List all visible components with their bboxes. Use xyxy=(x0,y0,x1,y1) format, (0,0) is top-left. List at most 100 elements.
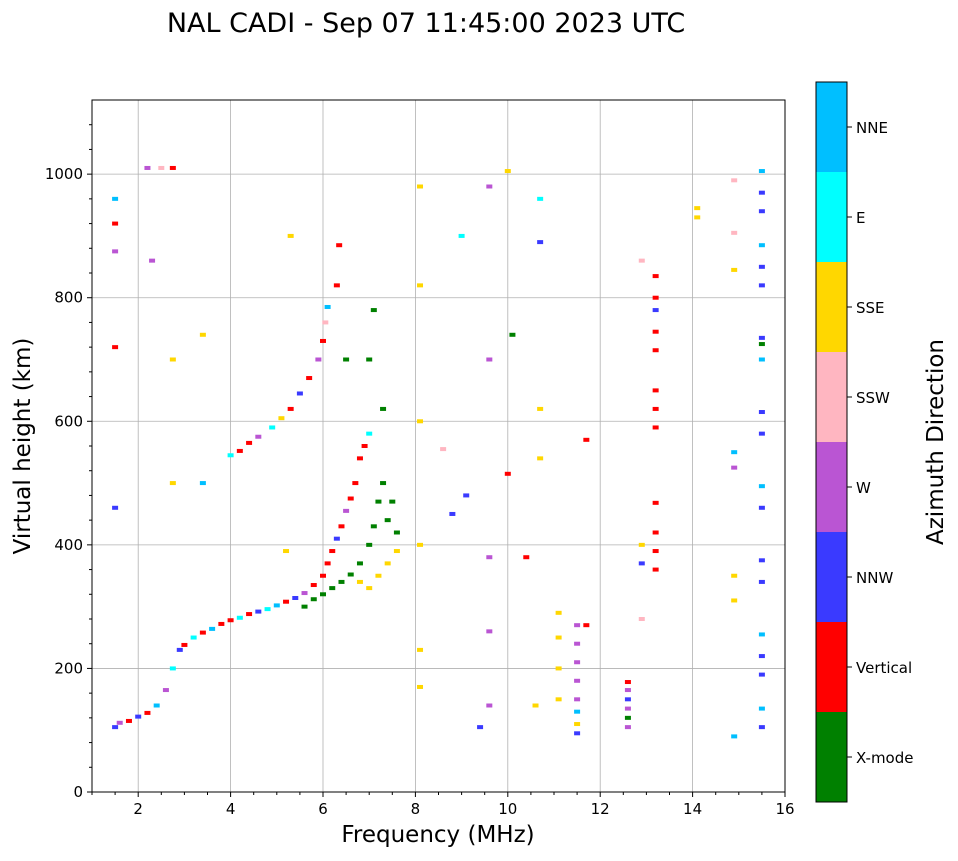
echo-point xyxy=(112,505,119,510)
echo-point xyxy=(758,505,765,510)
echo-point xyxy=(758,169,765,174)
x-tick-label: 8 xyxy=(411,800,421,818)
echo-point xyxy=(218,621,225,626)
echo-point xyxy=(758,410,765,415)
echo-point xyxy=(758,283,765,288)
echo-point xyxy=(758,579,765,584)
x-tick-label: 14 xyxy=(683,800,702,818)
echo-point xyxy=(758,484,765,489)
echo-point xyxy=(417,283,424,288)
echo-point xyxy=(574,697,581,702)
echo-point xyxy=(384,518,391,523)
echo-point xyxy=(320,573,326,578)
echo-point xyxy=(153,703,160,708)
echo-point xyxy=(417,684,424,689)
echo-point xyxy=(477,725,484,730)
echo-point xyxy=(417,419,424,424)
colorbar-segment xyxy=(816,262,847,353)
colorbar-label: Azimuth Direction xyxy=(923,339,949,545)
echo-point xyxy=(366,431,373,436)
echo-point xyxy=(255,609,262,614)
colorbar-segment xyxy=(816,712,847,803)
x-tick-label: 2 xyxy=(133,800,143,818)
echo-point xyxy=(652,530,659,535)
echo-point xyxy=(694,215,701,220)
colorbar-entry-label: W xyxy=(856,479,871,497)
y-tick-label: 400 xyxy=(54,536,83,554)
echo-point xyxy=(329,586,336,591)
colorbar-entry-label: NNW xyxy=(856,569,893,587)
echo-point xyxy=(758,558,765,563)
echo-point xyxy=(624,725,631,730)
colorbar-segment xyxy=(816,352,847,443)
echo-point xyxy=(347,572,354,577)
echo-point xyxy=(324,304,331,309)
echo-point xyxy=(356,456,363,461)
colorbar-segment xyxy=(816,442,847,533)
echo-point xyxy=(393,549,400,554)
echo-point xyxy=(758,190,765,195)
echo-point xyxy=(310,583,317,588)
echo-point xyxy=(389,499,396,504)
echo-point xyxy=(731,267,738,272)
echo-point xyxy=(199,630,206,635)
echo-point xyxy=(758,672,765,677)
colorbar-entry-label: NNE xyxy=(856,119,888,137)
echo-point xyxy=(652,348,659,353)
x-axis-ticks: 2 4 6 8 10 12 14 16 xyxy=(91,792,795,818)
echo-point xyxy=(758,431,765,436)
echo-point xyxy=(375,499,382,504)
echo-point xyxy=(306,376,313,381)
echo-point xyxy=(731,178,738,183)
y-tick-label: 1000 xyxy=(45,165,83,183)
echo-point xyxy=(169,481,176,486)
colorbar-entry-label: E xyxy=(856,209,865,227)
echo-point xyxy=(287,406,294,411)
echo-point xyxy=(537,456,544,461)
x-tick-label: 16 xyxy=(775,800,794,818)
echo-point xyxy=(537,406,544,411)
echo-point xyxy=(486,629,493,634)
echo-point xyxy=(731,465,738,470)
echo-point xyxy=(758,654,765,659)
echo-point xyxy=(652,406,659,411)
echo-point xyxy=(504,471,511,476)
echo-point xyxy=(652,308,659,313)
echo-point xyxy=(329,549,336,554)
echo-point xyxy=(758,335,765,340)
echo-point xyxy=(112,221,119,226)
echo-point xyxy=(486,184,493,189)
echo-point xyxy=(135,714,142,719)
echo-point xyxy=(504,169,511,174)
echo-point xyxy=(283,599,290,604)
echo-point xyxy=(758,243,765,248)
y-axis-label: Virtual height (km) xyxy=(10,338,36,555)
plot-frame xyxy=(91,99,786,793)
echo-point xyxy=(624,697,631,702)
x-axis-label: Frequency (MHz) xyxy=(341,822,534,848)
echo-point xyxy=(370,524,377,529)
echo-point xyxy=(292,595,299,600)
echo-point xyxy=(320,592,326,597)
x-tick-label: 4 xyxy=(226,800,236,818)
echo-point xyxy=(638,258,645,263)
echo-point xyxy=(574,660,581,665)
echo-point xyxy=(537,240,544,245)
echo-point xyxy=(758,725,765,730)
echo-point xyxy=(509,332,516,337)
echo-point xyxy=(758,706,765,711)
echo-point xyxy=(199,481,206,486)
echo-point xyxy=(199,332,206,337)
echo-point xyxy=(287,233,294,238)
echo-point xyxy=(583,437,590,442)
echo-point xyxy=(190,635,197,640)
echo-point xyxy=(380,481,387,486)
echo-point xyxy=(112,725,119,730)
echo-point xyxy=(112,249,119,254)
echo-point xyxy=(264,607,271,612)
echo-point xyxy=(652,274,659,279)
echo-point xyxy=(324,561,331,566)
echo-point xyxy=(652,500,659,505)
echo-point xyxy=(731,450,738,455)
